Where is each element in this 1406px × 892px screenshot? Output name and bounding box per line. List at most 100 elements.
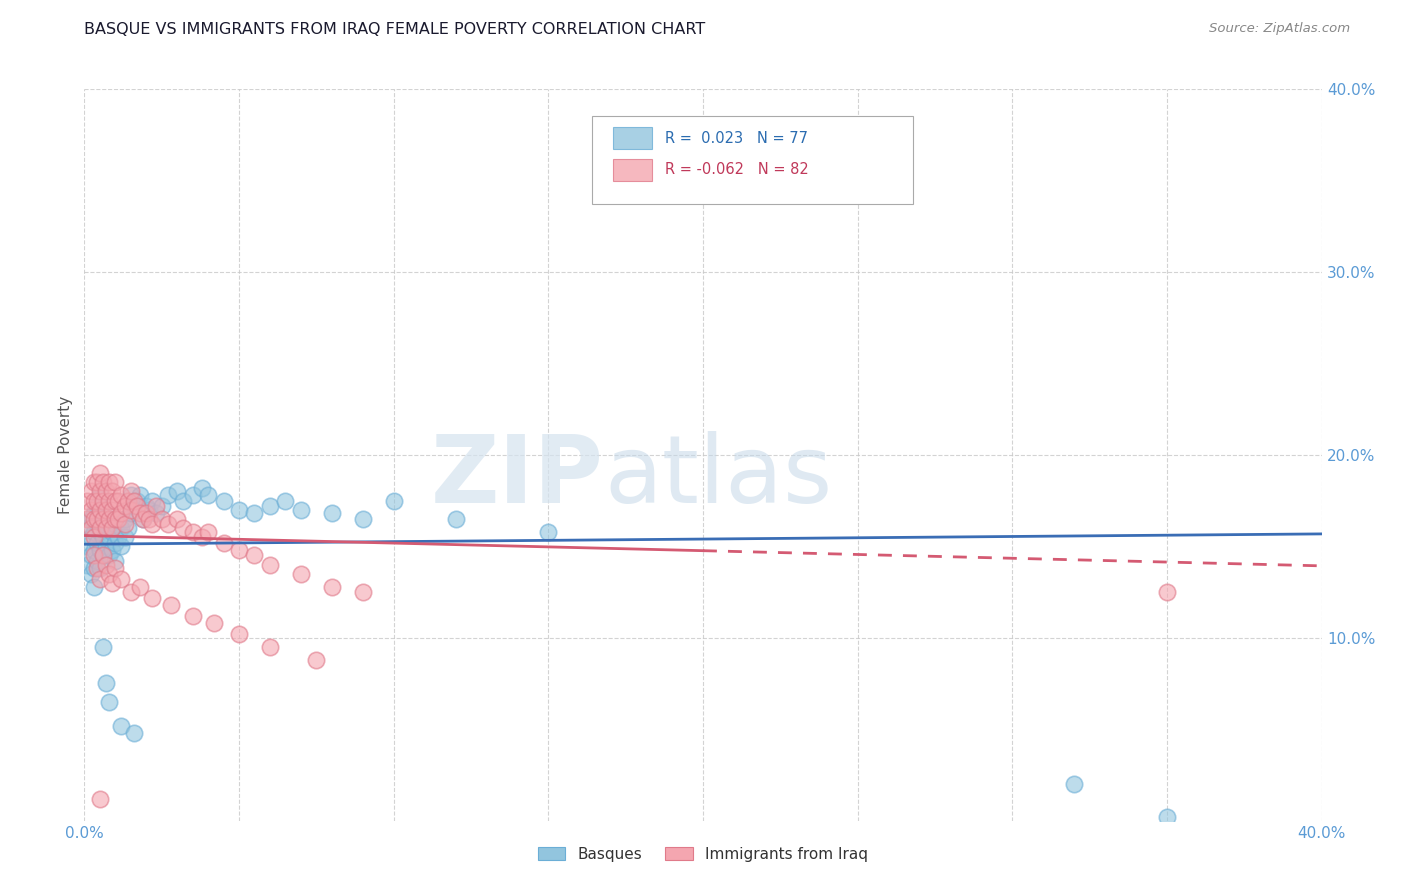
Point [321, 507, 343, 521]
Point [145, 499, 167, 513]
Point [228, 543, 250, 558]
Point [83, 549, 105, 563]
Text: atlas: atlas [605, 431, 832, 523]
Point [101, 502, 124, 516]
Point [181, 524, 204, 539]
Point [259, 558, 281, 572]
Point [104, 554, 127, 568]
Point [89, 521, 111, 535]
Point [94, 521, 117, 535]
Point [83, 543, 105, 558]
Point [117, 521, 139, 535]
Point [160, 598, 183, 612]
Point [91, 493, 114, 508]
Point [120, 484, 142, 499]
Point [202, 616, 225, 631]
Point [212, 493, 235, 508]
Point [83, 493, 105, 508]
Point [94, 539, 117, 553]
Point [125, 493, 148, 508]
Legend: Basques, Immigrants from Iraq: Basques, Immigrants from Iraq [531, 840, 875, 868]
Text: BASQUE VS IMMIGRANTS FROM IRAQ FEMALE POVERTY CORRELATION CHART: BASQUE VS IMMIGRANTS FROM IRAQ FEMALE PO… [84, 22, 706, 37]
Point [79, 566, 101, 581]
Point [83, 561, 105, 575]
Point [172, 493, 194, 508]
Point [86, 554, 108, 568]
Bar [613, 159, 652, 181]
Point [76, 521, 98, 535]
Point [122, 499, 145, 513]
Point [243, 507, 266, 521]
Text: ZIP: ZIP [432, 431, 605, 523]
Point [122, 726, 145, 740]
Point [94, 558, 117, 572]
Point [141, 591, 163, 605]
Point [129, 580, 152, 594]
Point [352, 512, 374, 526]
Point [89, 561, 111, 575]
Point [290, 502, 312, 516]
Point [243, 549, 266, 563]
Point [94, 521, 117, 535]
Point [1063, 777, 1085, 791]
Point [107, 530, 129, 544]
Point [110, 572, 132, 586]
Point [101, 543, 124, 558]
Point [181, 488, 204, 502]
Point [89, 488, 111, 502]
Point [305, 653, 328, 667]
Point [91, 530, 114, 544]
Point [156, 488, 179, 502]
Point [101, 576, 124, 591]
Point [352, 585, 374, 599]
Point [259, 499, 281, 513]
Point [1156, 585, 1178, 599]
Point [94, 676, 117, 690]
Point [98, 549, 121, 563]
Point [107, 512, 129, 526]
Point [79, 502, 101, 516]
Point [98, 512, 121, 526]
Point [94, 502, 117, 516]
Point [89, 502, 111, 516]
Point [125, 499, 148, 513]
Point [145, 507, 167, 521]
Point [114, 512, 136, 526]
Point [212, 535, 235, 549]
Point [104, 512, 127, 526]
Point [86, 535, 108, 549]
Point [83, 524, 105, 539]
Point [122, 493, 145, 508]
Point [91, 640, 114, 654]
Point [79, 530, 101, 544]
Point [114, 530, 136, 544]
Point [91, 475, 114, 490]
Point [83, 475, 105, 490]
Point [181, 608, 204, 623]
Point [98, 530, 121, 544]
Point [382, 493, 405, 508]
Point [86, 493, 108, 508]
Text: R = -0.062   N = 82: R = -0.062 N = 82 [665, 162, 808, 178]
Point [89, 484, 111, 499]
Point [110, 718, 132, 732]
Point [89, 543, 111, 558]
Point [89, 524, 111, 539]
Point [138, 512, 160, 526]
Point [91, 549, 114, 563]
Text: Source: ZipAtlas.com: Source: ZipAtlas.com [1209, 22, 1350, 36]
Point [76, 558, 98, 572]
Point [98, 493, 121, 508]
Point [98, 695, 121, 709]
Point [110, 539, 132, 553]
Point [1156, 810, 1178, 824]
Point [132, 512, 155, 526]
Point [86, 561, 108, 575]
Point [107, 512, 129, 526]
Point [274, 493, 297, 508]
Point [104, 475, 127, 490]
Point [79, 484, 101, 499]
Bar [613, 128, 652, 149]
Point [89, 507, 111, 521]
Point [79, 512, 101, 526]
